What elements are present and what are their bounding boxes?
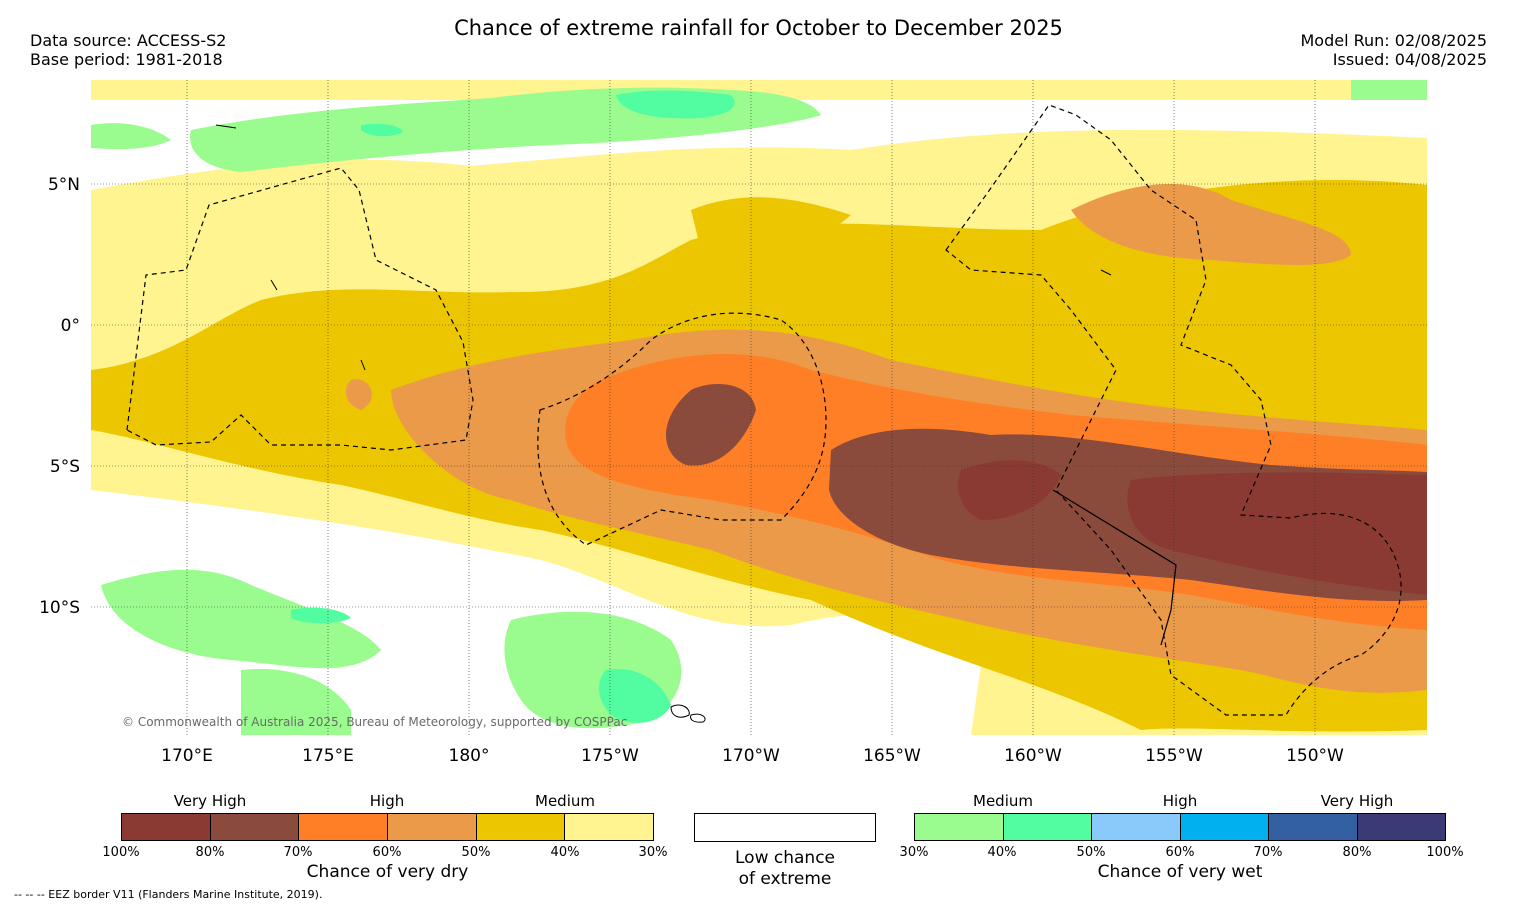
- low-chance-label: Low chance of extreme: [694, 848, 876, 890]
- lat-label-5s: 5°S: [49, 457, 80, 477]
- dry-swatch-1: [122, 814, 211, 840]
- wet-tick-70: 70%: [1253, 845, 1283, 860]
- lon-label-165w: 165°W: [863, 746, 921, 766]
- lon-label-175w: 175°W: [581, 746, 639, 766]
- dry-tick-80: 80%: [195, 845, 225, 860]
- wet-tick-30: 30%: [899, 845, 929, 860]
- dry-tick-40: 40%: [550, 845, 580, 860]
- dry-heading-medium: Medium: [535, 792, 595, 810]
- wet-legend-title: Chance of very wet: [1097, 862, 1263, 882]
- data-source: Data source: ACCESS-S2: [30, 31, 227, 50]
- wet-heading-medium: Medium: [973, 792, 1033, 810]
- wet-heading-high: High: [1162, 792, 1198, 810]
- solid-border: [1052, 489, 1177, 646]
- wet-swatch-1: [915, 814, 1004, 840]
- dry-swatch-4: [388, 814, 477, 840]
- dry-heading-high: High: [369, 792, 405, 810]
- dry-tick-70: 70%: [283, 845, 313, 860]
- lon-label-180: 180°: [448, 746, 490, 766]
- dry-swatch-6: [565, 814, 654, 840]
- dry-heading-very-high: Very High: [173, 792, 247, 810]
- lat-label-10s: 10°S: [39, 598, 80, 618]
- lon-label-150w: 150°W: [1286, 746, 1344, 766]
- lon-label-160w: 160°W: [1004, 746, 1062, 766]
- wet-swatch-3: [1092, 814, 1181, 840]
- eez-borders: [126, 104, 1402, 716]
- wet-tick-60: 60%: [1165, 845, 1195, 860]
- dry-tick-100: 100%: [102, 845, 140, 860]
- wet-tick-50: 50%: [1076, 845, 1106, 860]
- dry-swatch-5: [476, 814, 566, 840]
- wet-swatch-2: [1003, 814, 1092, 840]
- rainfall-map: [91, 80, 1427, 735]
- data-source-info: Data source: ACCESS-S2 Base period: 1981…: [30, 31, 226, 69]
- island-outlines: [215, 124, 1112, 723]
- wet-swatch-4: [1180, 814, 1269, 840]
- wet-heading-very-high: Very High: [1320, 792, 1394, 810]
- wet-tick-40: 40%: [987, 845, 1017, 860]
- low-chance-swatch: [694, 813, 876, 842]
- copyright-notice: © Commonwealth of Australia 2025, Bureau…: [122, 715, 628, 729]
- model-run: Model Run: 02/08/2025: [1300, 31, 1488, 50]
- wet-swatch-5: [1269, 814, 1358, 840]
- map-title: Chance of extreme rainfall for October t…: [454, 16, 1063, 40]
- dry-tick-30: 30%: [638, 845, 668, 860]
- lat-label-5n: 5°N: [47, 175, 80, 195]
- low-chance-line2: of extreme: [738, 869, 832, 889]
- lat-gridlines: [91, 183, 1427, 608]
- dry-swatch-3: [299, 814, 389, 840]
- wet-medium-high-region: [291, 90, 735, 723]
- lon-label-170w: 170°W: [722, 746, 780, 766]
- lon-label-155w: 155°W: [1145, 746, 1203, 766]
- eez-border-note: -- -- -- EEZ border V11 (Flanders Marine…: [14, 888, 323, 901]
- dry-tick-50: 50%: [461, 845, 491, 860]
- dry-legend-title: Chance of very dry: [306, 862, 469, 882]
- model-run-info: Model Run: 02/08/2025 Issued: 04/08/2025: [1301, 31, 1488, 69]
- wet-swatch-6: [1357, 814, 1445, 840]
- dry-very-high-high-region: [957, 460, 1427, 595]
- low-chance-line1: Low chance: [735, 848, 835, 868]
- dry-tick-60: 60%: [372, 845, 402, 860]
- wet-colorbar: [914, 813, 1446, 841]
- wet-tick-100: 100%: [1426, 845, 1464, 860]
- dry-colorbar: [121, 813, 654, 841]
- lat-label-0: 0°: [60, 316, 80, 336]
- issued-date: Issued: 04/08/2025: [1332, 50, 1487, 69]
- base-period: Base period: 1981-2018: [30, 50, 223, 69]
- wet-tick-80: 80%: [1342, 845, 1372, 860]
- dry-swatch-2: [210, 814, 300, 840]
- lon-label-175e: 175°E: [302, 746, 354, 766]
- lon-gridlines: [186, 80, 1316, 735]
- lon-label-170e: 170°E: [161, 746, 213, 766]
